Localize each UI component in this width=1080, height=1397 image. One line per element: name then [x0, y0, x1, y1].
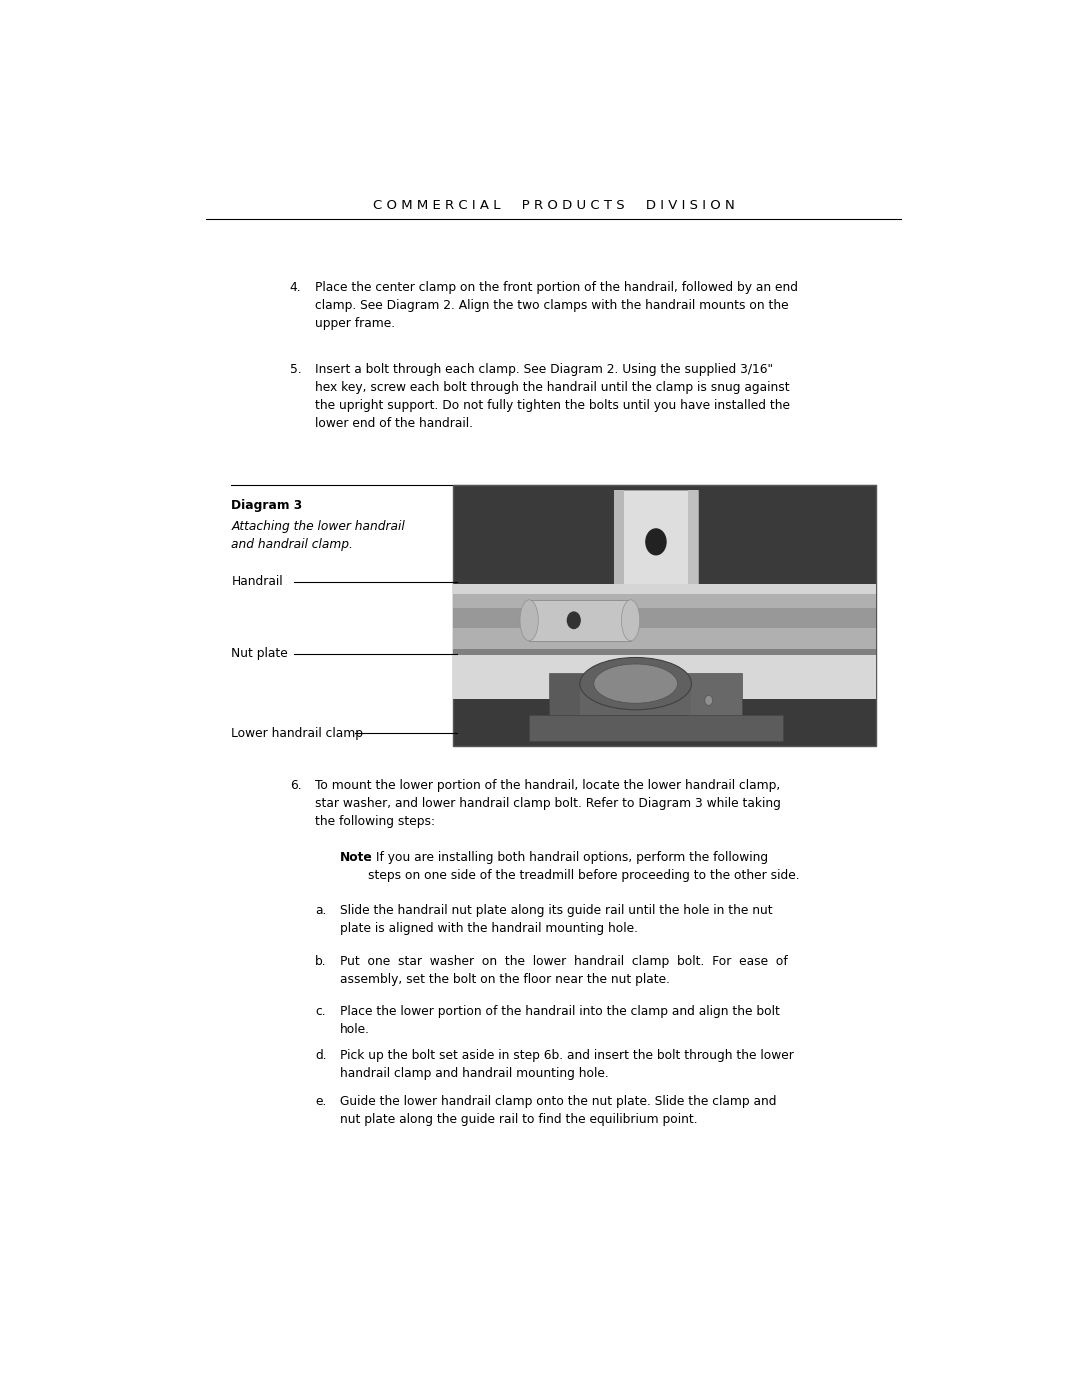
Ellipse shape	[580, 658, 691, 710]
Text: Note: Note	[340, 851, 373, 863]
Text: 5.: 5.	[289, 363, 301, 376]
Text: Diagram 3: Diagram 3	[231, 499, 302, 511]
Ellipse shape	[621, 599, 639, 641]
Text: Slide the handrail nut plate along its guide rail until the hole in the nut
plat: Slide the handrail nut plate along its g…	[340, 904, 772, 936]
Bar	[613, 490, 624, 590]
Bar	[529, 599, 631, 641]
Ellipse shape	[519, 599, 538, 641]
Text: a.: a.	[315, 904, 326, 918]
Circle shape	[705, 696, 713, 705]
Text: Attaching the lower handrail
and handrail clamp.: Attaching the lower handrail and handrai…	[231, 521, 405, 552]
Text: : If you are installing both handrail options, perform the following
steps on on: : If you are installing both handrail op…	[367, 851, 799, 882]
Text: Handrail: Handrail	[231, 576, 283, 588]
Text: e.: e.	[315, 1095, 326, 1108]
Bar	[687, 673, 742, 715]
Text: Guide the lower handrail clamp onto the nut plate. Slide the clamp and
nut plate: Guide the lower handrail clamp onto the …	[340, 1095, 777, 1126]
Text: Lower handrail clamp: Lower handrail clamp	[231, 726, 363, 740]
Bar	[580, 683, 691, 715]
Text: To mount the lower portion of the handrail, locate the lower handrail clamp,
sta: To mount the lower portion of the handra…	[315, 778, 781, 827]
Ellipse shape	[613, 585, 698, 594]
Text: Place the lower portion of the handrail into the clamp and align the bolt
hole.: Place the lower portion of the handrail …	[340, 1004, 780, 1035]
Bar	[454, 650, 876, 655]
Bar	[454, 584, 876, 594]
Text: Put  one  star  washer  on  the  lower  handrail  clamp  bolt.  For  ease  of
as: Put one star washer on the lower handrai…	[340, 956, 787, 986]
Bar	[688, 490, 698, 590]
Bar	[550, 673, 600, 715]
Text: Insert a bolt through each clamp. See Diagram 2. Using the supplied 3/16"
hex ke: Insert a bolt through each clamp. See Di…	[315, 363, 789, 430]
Bar	[454, 608, 876, 629]
Text: d.: d.	[315, 1049, 326, 1062]
Bar	[454, 584, 876, 655]
Text: Nut plate: Nut plate	[231, 647, 288, 661]
Text: Place the center clamp on the front portion of the handrail, followed by an end
: Place the center clamp on the front port…	[315, 281, 798, 330]
Bar	[454, 655, 876, 700]
Text: b.: b.	[315, 956, 326, 968]
Bar	[529, 715, 783, 742]
Bar	[613, 490, 698, 590]
Circle shape	[567, 612, 580, 629]
Text: 6.: 6.	[289, 778, 301, 792]
Text: C O M M E R C I A L     P R O D U C T S     D I V I S I O N: C O M M E R C I A L P R O D U C T S D I …	[373, 198, 734, 212]
Bar	[454, 485, 876, 746]
Ellipse shape	[594, 664, 677, 703]
Text: Pick up the bolt set aside in step 6b. and insert the bolt through the lower
han: Pick up the bolt set aside in step 6b. a…	[340, 1049, 794, 1080]
Text: 4.: 4.	[289, 281, 301, 293]
Text: c.: c.	[315, 1004, 325, 1017]
Circle shape	[646, 529, 666, 555]
